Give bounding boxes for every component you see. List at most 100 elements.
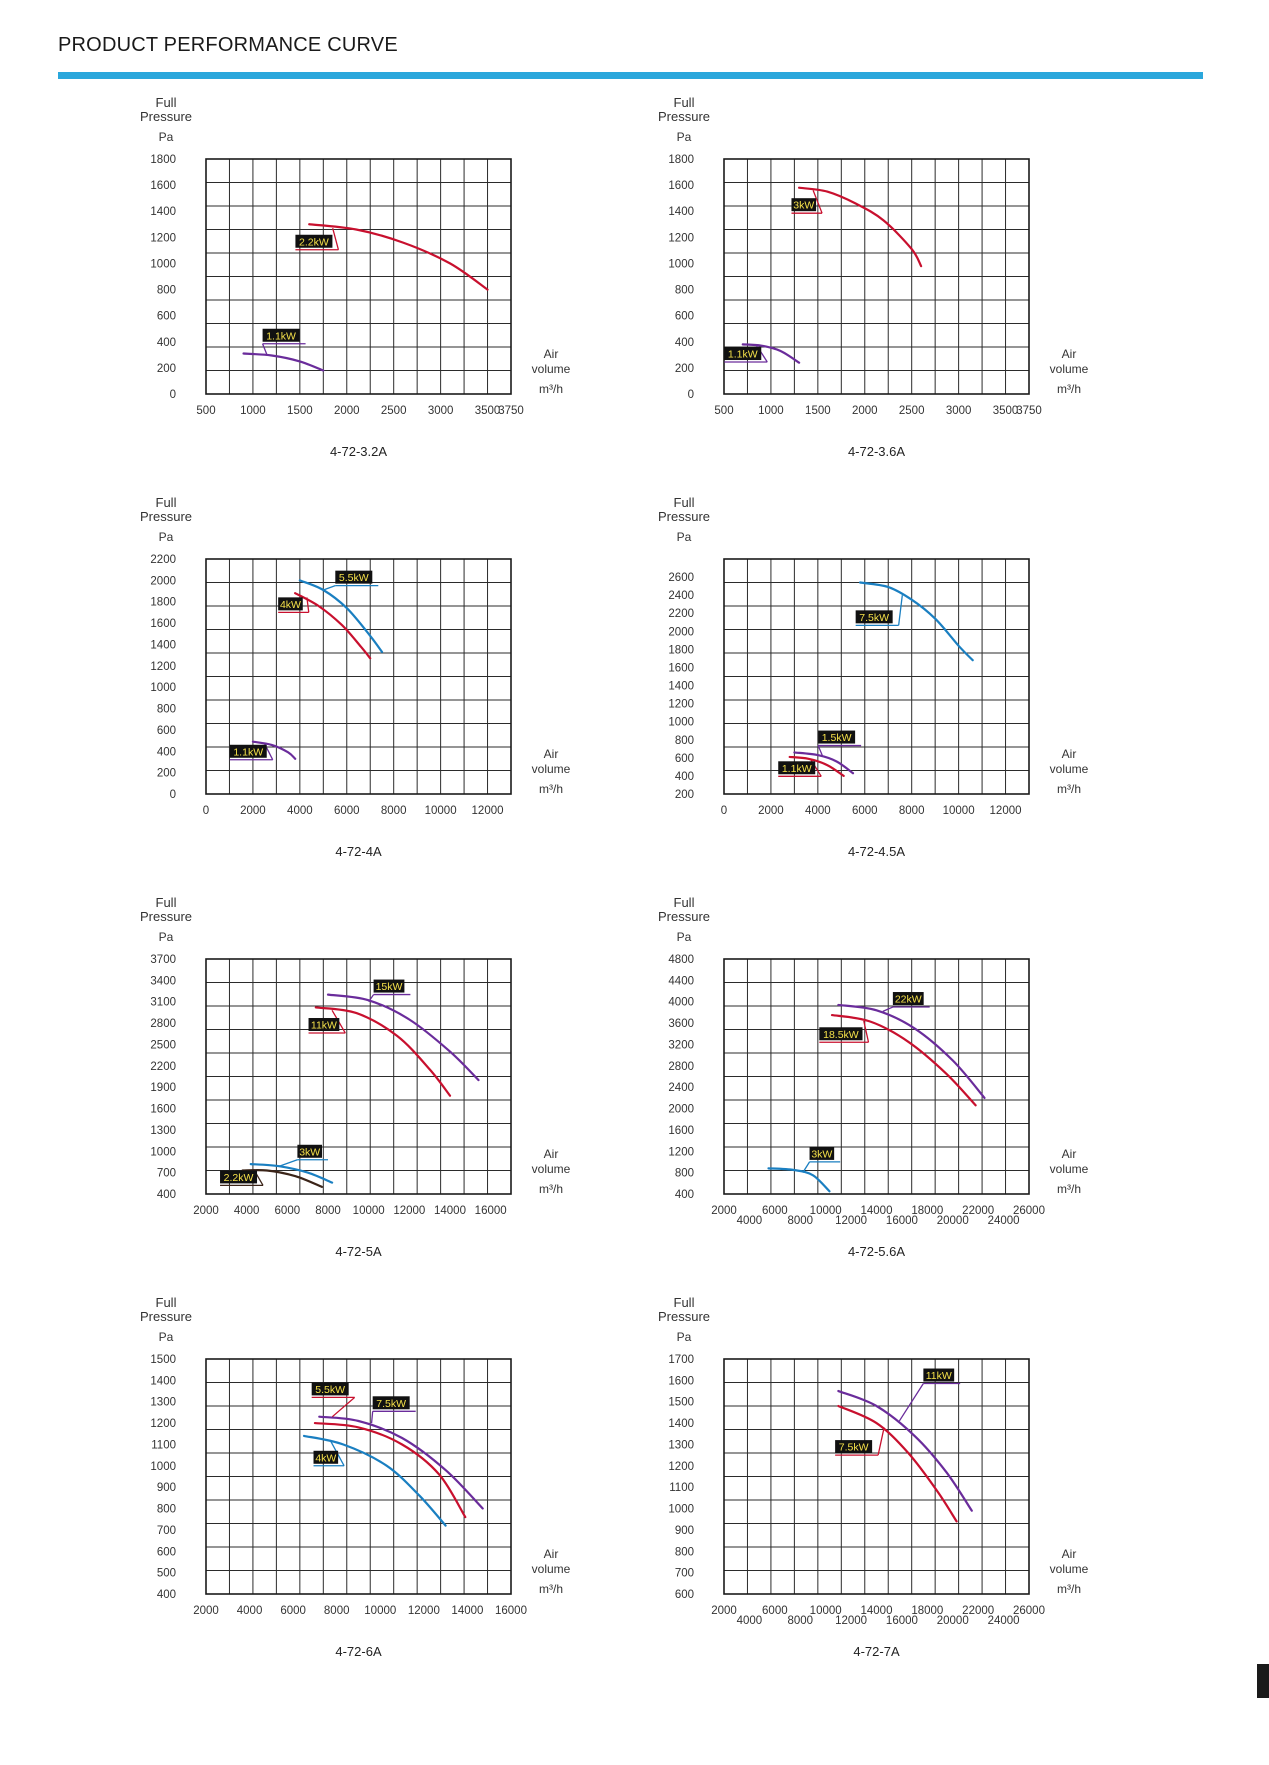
y-tick-label: 1000	[150, 1146, 176, 1158]
label-leader-line	[877, 1427, 885, 1456]
label-leader-line	[898, 1383, 924, 1422]
chart-4-72-4a: Full Pressure Pa 0 200 400 600 800 1000 1200 1400 1…	[140, 495, 750, 895]
label-leader-line	[802, 1161, 811, 1173]
y-tick-label: 1800	[150, 154, 176, 166]
y-tick-label: 1200	[150, 1418, 176, 1430]
x-tick-label: 2000	[758, 805, 784, 817]
page-title: PRODUCT PERFORMANCE CURVE	[58, 34, 398, 56]
label-leader-line	[817, 745, 824, 757]
label-leader-line	[331, 1396, 356, 1418]
series-curve	[298, 579, 384, 653]
y-tick-label: 400	[157, 1189, 176, 1201]
y-tick-label: 600	[157, 311, 176, 323]
x-tick-label: 12000	[835, 1615, 867, 1627]
chart-title: 4-72-4.5A	[848, 844, 905, 859]
y-axis-title-line-2: Pressure	[658, 509, 710, 524]
power-label-badge	[229, 744, 267, 758]
x-tick-label: 8000	[787, 1615, 813, 1627]
y-axis-title-line-1: Full	[674, 495, 695, 510]
y-tick-label: 1300	[668, 1439, 694, 1451]
x-axis-title-line-1: Air	[544, 347, 559, 361]
x-axis-title-line-2: volume	[1050, 362, 1089, 376]
x-tick-label: 2000	[193, 1205, 219, 1217]
x-tick-label: 12000	[393, 1205, 425, 1217]
y-tick-label: 1600	[668, 1375, 694, 1387]
y-tick-label: 1100	[669, 1482, 694, 1494]
chart-title: 4-72-4A	[335, 844, 382, 859]
series-curve	[837, 1404, 958, 1523]
power-label: 1.1kW	[782, 763, 812, 775]
y-tick-label: 3200	[668, 1039, 694, 1051]
x-tick-label: 4000	[737, 1615, 763, 1627]
y-tick-label: 700	[157, 1168, 176, 1180]
y-tick-label: 2200	[668, 608, 694, 620]
power-label-badge	[262, 328, 300, 342]
x-axis-title-line-1: Air	[544, 747, 559, 761]
x-tick-label: 20000	[937, 1615, 969, 1627]
x-axis-title-line-1: Air	[1062, 747, 1077, 761]
y-tick-label: 1200	[668, 699, 694, 711]
power-label: 15kW	[376, 981, 403, 993]
power-label: 11kW	[311, 1020, 337, 1032]
y-tick-label: 1900	[150, 1082, 176, 1094]
y-tick-label: 1000	[668, 258, 694, 270]
power-label: 3kW	[811, 1148, 832, 1160]
x-tick-label: 10000	[364, 1605, 396, 1617]
label-leader-line	[278, 1159, 298, 1167]
x-tick-label: 10000	[425, 805, 457, 817]
y-tick-label: 4000	[668, 997, 694, 1009]
y-tick-label: 1000	[150, 682, 176, 694]
x-tick-label: 6000	[275, 1205, 301, 1217]
x-tick-label: 10000	[353, 1205, 385, 1217]
power-label-badge	[308, 1018, 340, 1032]
y-tick-label: 1200	[150, 232, 176, 244]
x-tick-label: 8000	[315, 1205, 341, 1217]
power-label-badge	[855, 610, 893, 624]
y-tick-label: 3100	[150, 997, 176, 1009]
power-label: 4kW	[280, 599, 301, 611]
x-tick-label: 500	[714, 405, 733, 417]
power-label-badge	[313, 1450, 339, 1464]
y-tick-label: 0	[688, 389, 694, 401]
power-label-badge	[372, 1396, 410, 1410]
y-tick-label: 1600	[668, 662, 694, 674]
page-edge-tab	[1257, 1664, 1269, 1698]
x-tick-label: 26000	[1013, 1205, 1045, 1217]
y-axis-unit: Pa	[677, 130, 692, 144]
x-tick-label: 0	[203, 805, 209, 817]
x-axis-unit: m³/h	[1057, 1182, 1081, 1196]
y-tick-label: 2800	[668, 1061, 694, 1073]
y-axis-unit: Pa	[159, 530, 174, 544]
y-tick-label: 700	[675, 1568, 694, 1580]
x-tick-label: 1000	[758, 405, 784, 417]
y-tick-label: 800	[675, 285, 694, 297]
series-curve	[251, 740, 297, 760]
x-tick-label: 4000	[237, 1605, 263, 1617]
power-label: 2.2kW	[299, 236, 329, 248]
x-tick-label: 14000	[451, 1605, 483, 1617]
x-tick-label: 8000	[381, 805, 407, 817]
y-tick-label: 1100	[151, 1439, 176, 1451]
y-tick-label: 1800	[150, 597, 176, 609]
grid	[205, 558, 512, 795]
power-label-badge	[818, 730, 856, 744]
x-axis-unit: m³/h	[1057, 782, 1081, 796]
x-tick-label: 4000	[287, 805, 313, 817]
x-tick-label: 14000	[861, 1605, 893, 1617]
plot-frame	[205, 558, 512, 795]
power-label: 7.5kW	[859, 612, 889, 624]
label-leader-line	[370, 1411, 374, 1424]
x-tick-label: 8000	[787, 1215, 813, 1227]
chart-title: 4-72-7A	[853, 1644, 900, 1659]
y-tick-label: 1200	[668, 1146, 694, 1158]
chart-title: 4-72-5.6A	[848, 1244, 905, 1259]
y-tick-label: 1600	[668, 1125, 694, 1137]
x-tick-label: 4000	[234, 1205, 260, 1217]
y-tick-label: 600	[675, 311, 694, 323]
y-tick-label: 400	[157, 337, 176, 349]
y-tick-label: 500	[157, 1568, 176, 1580]
x-axis-unit: m³/h	[539, 1182, 563, 1196]
